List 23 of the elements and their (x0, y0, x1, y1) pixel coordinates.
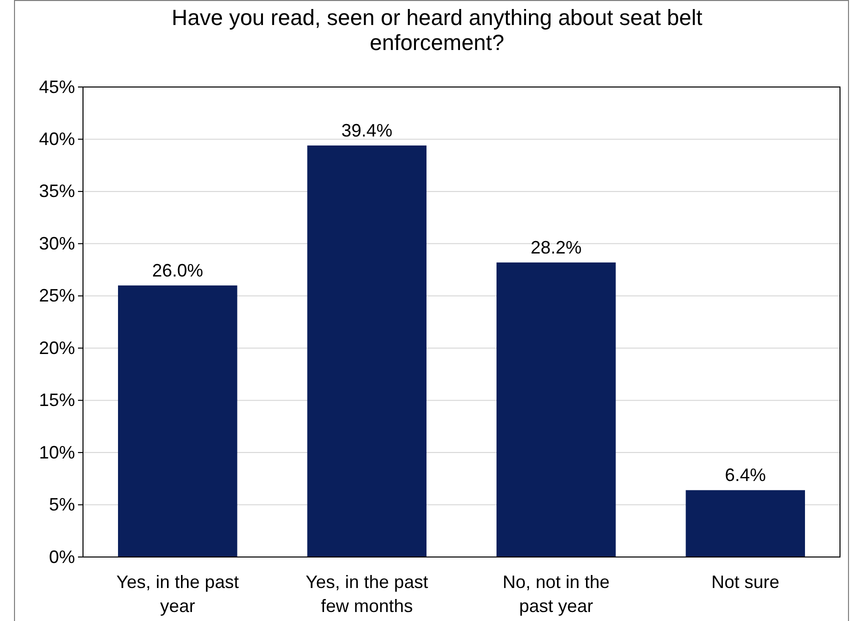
y-tick-label: 25% (38, 286, 75, 306)
bar (496, 262, 616, 557)
data-label: 6.4% (724, 465, 766, 486)
data-label: 39.4% (341, 120, 392, 140)
y-tick-label: 15% (38, 390, 75, 410)
data-label: 26.0% (152, 260, 204, 280)
chart-title: Have you read, seen or heard anything about seat belt enforcement? (172, 5, 702, 55)
y-tick-label: 40% (38, 128, 75, 149)
x-tick-label: No, not in the past year (502, 572, 610, 616)
y-tick-label: 35% (38, 181, 75, 202)
bar (307, 145, 426, 557)
bar (118, 285, 238, 557)
x-tick-label: Not sure (711, 572, 780, 592)
y-tick-label: 10% (38, 442, 75, 462)
y-tick-label: 30% (38, 233, 75, 254)
y-tick-label: 20% (38, 338, 75, 358)
y-tick-label: 0% (48, 546, 75, 567)
data-label: 28.2% (530, 237, 582, 258)
x-tick-label: Yes, in the past few months (306, 572, 428, 616)
y-tick-label: 5% (48, 494, 75, 515)
y-tick-label: 45% (38, 76, 75, 97)
x-tick-label: Yes, in the past year (116, 572, 239, 616)
bar (686, 490, 805, 557)
